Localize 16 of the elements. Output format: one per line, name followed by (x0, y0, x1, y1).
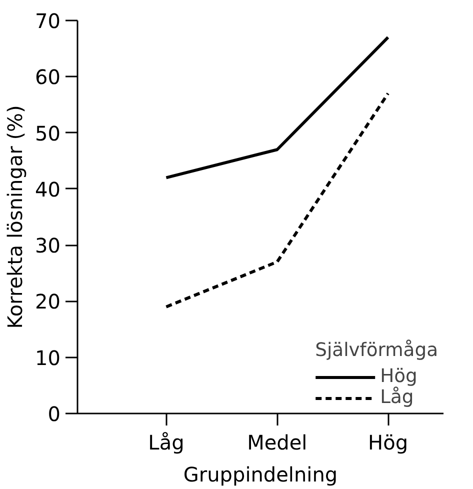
y-tick-label: 10 (35, 346, 61, 370)
legend-title: Självförmåga (315, 340, 438, 361)
y-tick-label: 60 (35, 65, 61, 90)
x-tick-label: Medel (247, 430, 308, 454)
y-tick-label: 20 (35, 290, 61, 314)
legend-label: Låg (380, 387, 414, 408)
x-axis-title: Gruppindelning (183, 462, 338, 486)
y-axis-title: Korrekta lösningar (%) (3, 105, 28, 329)
x-tick-label: Hög (368, 430, 408, 454)
y-tick-label: 40 (35, 177, 61, 202)
y-tick-label: 50 (35, 121, 61, 146)
y-tick-label: 0 (48, 402, 61, 426)
x-tick-label: Låg (148, 430, 184, 454)
legend-label: Hög (380, 366, 418, 387)
y-tick-label: 70 (35, 9, 61, 33)
y-tick-label: 30 (35, 234, 61, 258)
